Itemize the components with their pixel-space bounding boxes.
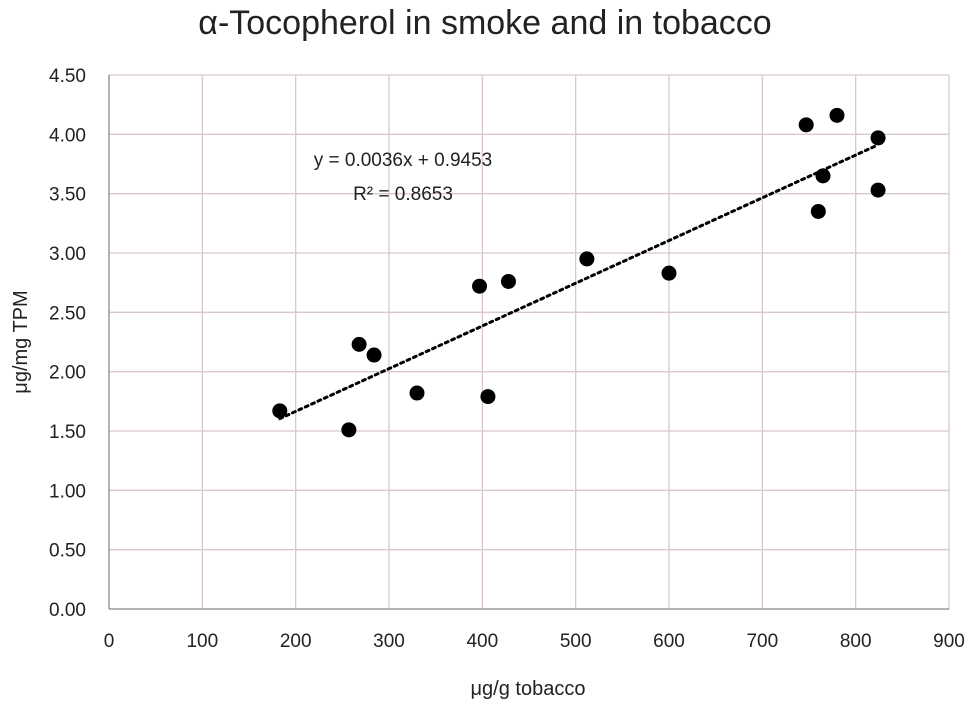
trendline-group [278,143,880,421]
r-squared-label: R² = 0.8653 [353,184,453,205]
y-tick-label: 0.00 [49,600,86,621]
data-point [500,273,516,289]
data-point [829,107,845,123]
data-point [409,385,425,401]
data-point [870,130,886,146]
x-tick-label: 300 [373,631,405,652]
data-points [272,107,886,438]
y-tick-label: 3.50 [49,185,86,206]
chart-title: α-Tocopherol in smoke and in tobacco [198,4,772,42]
data-point [579,251,595,267]
x-tick-label: 700 [746,631,778,652]
data-point [815,168,831,184]
y-tick-label: 4.50 [49,66,86,87]
data-point [661,265,677,281]
data-point [870,182,886,198]
x-tick-label: 100 [186,631,218,652]
data-point [810,203,826,219]
data-point [480,389,496,405]
grid-lines [108,74,950,610]
x-tick-labels: 0 100 200 300 400 500 600 700 800 900 [104,631,965,652]
y-tick-label: 1.50 [49,422,86,443]
x-tick-label: 400 [466,631,498,652]
x-tick-label: 800 [840,631,872,652]
data-point [351,336,367,352]
y-tick-labels: 0.00 0.50 1.00 1.50 2.00 2.50 3.00 3.50 4.00 4.50 [49,66,86,621]
y-axis-label: μg/mg TPM [10,290,32,393]
x-tick-label: 900 [933,631,965,652]
y-tick-label: 0.50 [49,541,86,562]
y-tick-label: 1.00 [49,481,86,502]
y-tick-label: 3.00 [49,244,86,265]
x-tick-label: 600 [653,631,685,652]
y-tick-label: 4.00 [49,125,86,146]
trendline-equation: y = 0.0036x + 0.9453 [314,150,493,171]
x-tick-label: 200 [280,631,312,652]
y-tick-label: 2.00 [49,363,86,384]
data-point [472,278,488,294]
data-point [366,347,382,363]
data-point [798,117,814,133]
trendline [278,143,880,421]
y-tick-label: 2.50 [49,303,86,324]
x-axis-label: μg/g tobacco [471,678,586,700]
data-point [272,403,288,419]
data-point [341,422,357,438]
x-tick-label: 0 [104,631,115,652]
x-tick-label: 500 [560,631,592,652]
